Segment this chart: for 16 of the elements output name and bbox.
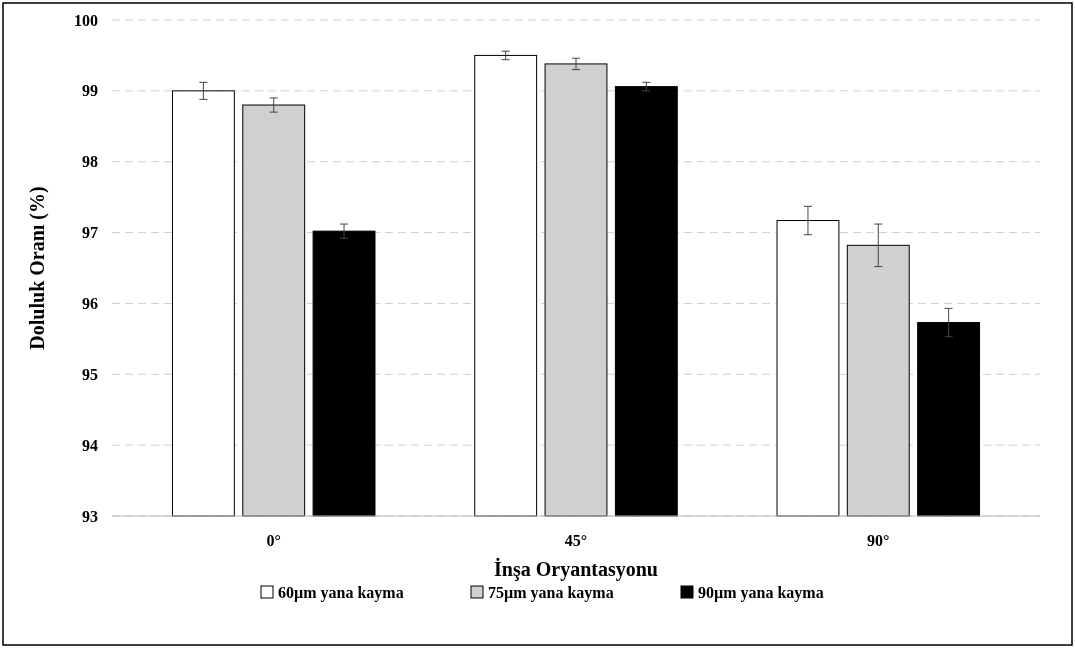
- y-tick-label: 93: [82, 507, 98, 525]
- y-tick-label: 95: [82, 365, 98, 383]
- y-tick-label: 100: [74, 11, 98, 29]
- legend-label: 75µm yana kayma: [488, 583, 614, 602]
- y-tick-label: 94: [82, 436, 98, 454]
- x-tick-label: 90°: [867, 532, 890, 549]
- legend-label: 60µm yana kayma: [278, 583, 404, 602]
- y-tick-label: 98: [82, 153, 98, 171]
- x-tick-label: 0°: [266, 532, 281, 549]
- y-tick-label: 96: [82, 295, 98, 313]
- y-tick-label: 99: [82, 82, 98, 100]
- y-axis-title: Doluluk Oranı (%): [26, 186, 49, 350]
- x-tick-label: 45°: [564, 532, 588, 549]
- y-tick-label: 97: [82, 224, 98, 242]
- legend-label: 90µm yana kayma: [698, 583, 824, 602]
- x-axis-title: İnşa Oryantasyonu: [494, 557, 658, 581]
